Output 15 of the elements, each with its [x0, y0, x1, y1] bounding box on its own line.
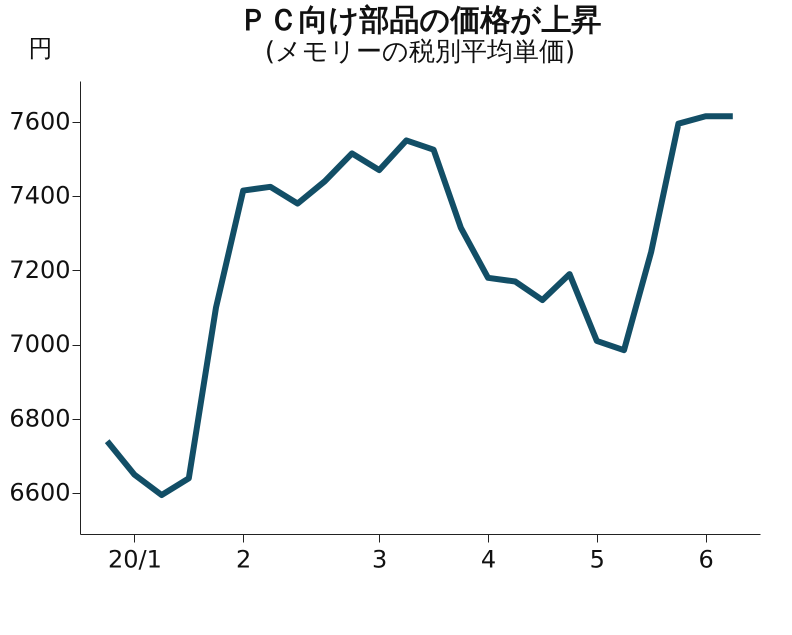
x-tick-label: 20/1: [108, 546, 162, 574]
x-tick-label: 6: [698, 546, 714, 574]
y-tick-label: 6800: [9, 404, 70, 432]
y-axis-title: 円: [28, 34, 52, 62]
x-tick-label: 4: [480, 546, 496, 574]
y-tick-label: 7600: [9, 107, 70, 136]
y-tick-label: 7400: [9, 182, 70, 210]
x-tick-label: 2: [236, 546, 252, 574]
chart-title: ＰＣ向け部品の価格が上昇: [238, 3, 602, 38]
y-tick-label: 7000: [9, 330, 70, 358]
x-tick-label: 5: [590, 546, 605, 574]
chart-subtitle: (メモリーの税別平均単価): [264, 37, 576, 67]
y-tick-label: 6600: [9, 478, 70, 507]
x-tick-label: 3: [372, 546, 388, 574]
y-tick-label: 7200: [9, 256, 70, 284]
